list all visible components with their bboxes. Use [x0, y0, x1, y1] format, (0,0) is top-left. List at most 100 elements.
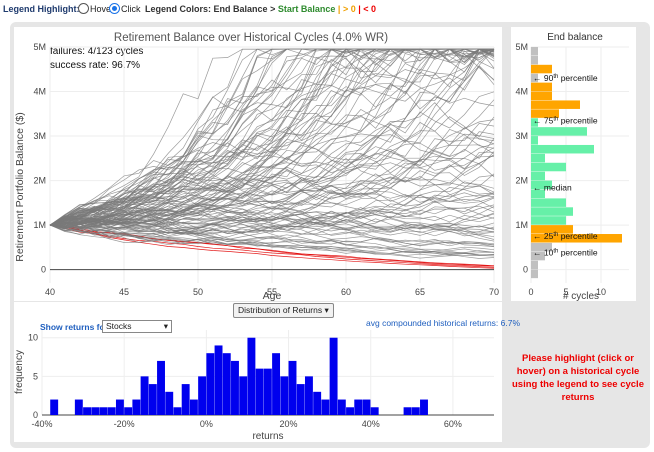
cycle-line[interactable] [49, 189, 495, 226]
end-balance-bar[interactable] [531, 100, 580, 109]
cycle-line[interactable] [49, 216, 495, 238]
cycle-line[interactable] [49, 206, 495, 227]
returns-bars[interactable] [50, 337, 428, 415]
cycle-line[interactable] [49, 162, 495, 228]
returns-bar[interactable] [74, 399, 83, 415]
cycle-line[interactable] [49, 219, 495, 248]
returns-bar[interactable] [354, 399, 363, 415]
returns-bar[interactable] [304, 376, 313, 415]
returns-bar[interactable] [239, 376, 248, 415]
returns-bar[interactable] [198, 376, 207, 415]
returns-bar[interactable] [189, 399, 198, 415]
returns-bar[interactable] [157, 360, 165, 415]
end-balance-bar[interactable] [531, 64, 552, 74]
hover-radio[interactable] [78, 3, 89, 14]
end-balance-bar[interactable] [531, 82, 552, 92]
returns-bar[interactable] [99, 407, 108, 415]
returns-bar[interactable] [124, 407, 133, 415]
click-radio-label[interactable]: Click [121, 4, 141, 14]
returns-bar[interactable] [83, 407, 92, 415]
returns-bar[interactable] [288, 360, 297, 415]
returns-bar[interactable] [420, 399, 428, 415]
cycle-line[interactable] [49, 48, 494, 226]
failed-cycle-line[interactable] [49, 224, 495, 268]
returns-bar[interactable] [148, 384, 157, 415]
returns-bar[interactable] [263, 368, 272, 415]
returns-bar[interactable] [321, 399, 330, 415]
end-balance-bar[interactable] [531, 234, 622, 243]
returns-bar[interactable] [411, 407, 420, 415]
returns-bar[interactable] [231, 360, 239, 415]
cycle-line[interactable] [49, 116, 495, 227]
returns-bar[interactable] [247, 337, 256, 415]
cycle-line[interactable] [49, 224, 495, 253]
returns-bar[interactable] [214, 345, 223, 415]
returns-bar[interactable] [165, 391, 174, 415]
end-balance-bar[interactable] [531, 189, 545, 198]
cycle-line[interactable] [49, 151, 495, 228]
cycle-line[interactable] [49, 205, 495, 239]
cycle-line[interactable] [49, 48, 494, 230]
end-balance-bar[interactable] [531, 269, 538, 279]
cycle-line[interactable] [49, 216, 495, 234]
cycle-line[interactable] [49, 48, 494, 226]
returns-bar[interactable] [403, 407, 412, 415]
cycle-line[interactable] [49, 50, 495, 226]
cycle-line[interactable] [49, 48, 495, 226]
cycle-line[interactable] [49, 48, 495, 227]
end-balance-bar[interactable] [531, 127, 587, 136]
returns-bar[interactable] [370, 407, 379, 415]
returns-bar[interactable] [50, 399, 59, 415]
cycle-line[interactable] [49, 131, 495, 226]
cycle-line[interactable] [49, 221, 495, 259]
click-radio[interactable] [109, 3, 120, 14]
end-balance-bar[interactable] [531, 225, 573, 234]
returns-bar[interactable] [280, 376, 289, 415]
returns-bar[interactable] [296, 384, 305, 415]
end-balance-bar[interactable] [531, 180, 552, 190]
end-balance-bar[interactable] [531, 251, 545, 261]
end-balance-bar[interactable] [531, 73, 538, 83]
returns-bar[interactable] [132, 399, 141, 415]
end-balance-bar[interactable] [531, 207, 573, 216]
returns-bar[interactable] [206, 353, 215, 415]
cycle-line[interactable] [49, 204, 495, 226]
cycle-line[interactable] [49, 48, 495, 228]
end-balance-bar[interactable] [531, 109, 559, 118]
end-balance-bar[interactable] [531, 216, 566, 225]
end-balance-bar[interactable] [531, 144, 594, 154]
end-bars[interactable] [531, 47, 622, 279]
returns-bar[interactable] [91, 407, 100, 415]
end-balance-bar[interactable] [531, 171, 545, 181]
returns-bar[interactable] [362, 399, 371, 415]
hover-radio-label[interactable]: Hover [90, 4, 115, 14]
cycle-line[interactable] [49, 48, 495, 226]
end-balance-bar[interactable] [531, 91, 552, 101]
end-balance-bar[interactable] [531, 153, 545, 163]
end-balance-bar[interactable] [531, 55, 538, 65]
cycle-line[interactable] [49, 179, 495, 226]
cycle-line[interactable] [49, 224, 495, 256]
returns-bar[interactable] [337, 399, 346, 415]
returns-bar[interactable] [346, 407, 354, 415]
returns-bar[interactable] [181, 384, 190, 415]
end-balance-bar[interactable] [531, 118, 538, 127]
returns-bar[interactable] [255, 368, 264, 415]
cycle-line[interactable] [49, 212, 495, 235]
cycle-lines[interactable] [49, 48, 495, 269]
returns-bar[interactable] [222, 353, 231, 415]
returns-bar[interactable] [272, 353, 281, 415]
end-balance-bar[interactable] [531, 260, 538, 270]
end-balance-bar[interactable] [531, 136, 538, 145]
cycle-line[interactable] [49, 185, 495, 233]
cycle-line[interactable] [49, 138, 495, 226]
failed-cycle-line[interactable] [49, 224, 495, 269]
returns-bar[interactable] [115, 399, 124, 415]
cycle-line[interactable] [49, 65, 495, 228]
returns-bar[interactable] [107, 407, 116, 415]
distribution-dropdown-button[interactable]: Distribution of Returns ▾ [233, 303, 334, 318]
end-balance-bar[interactable] [531, 198, 566, 207]
returns-bar[interactable] [140, 376, 149, 415]
cycle-line[interactable] [49, 224, 495, 246]
end-balance-bar[interactable] [531, 47, 538, 56]
